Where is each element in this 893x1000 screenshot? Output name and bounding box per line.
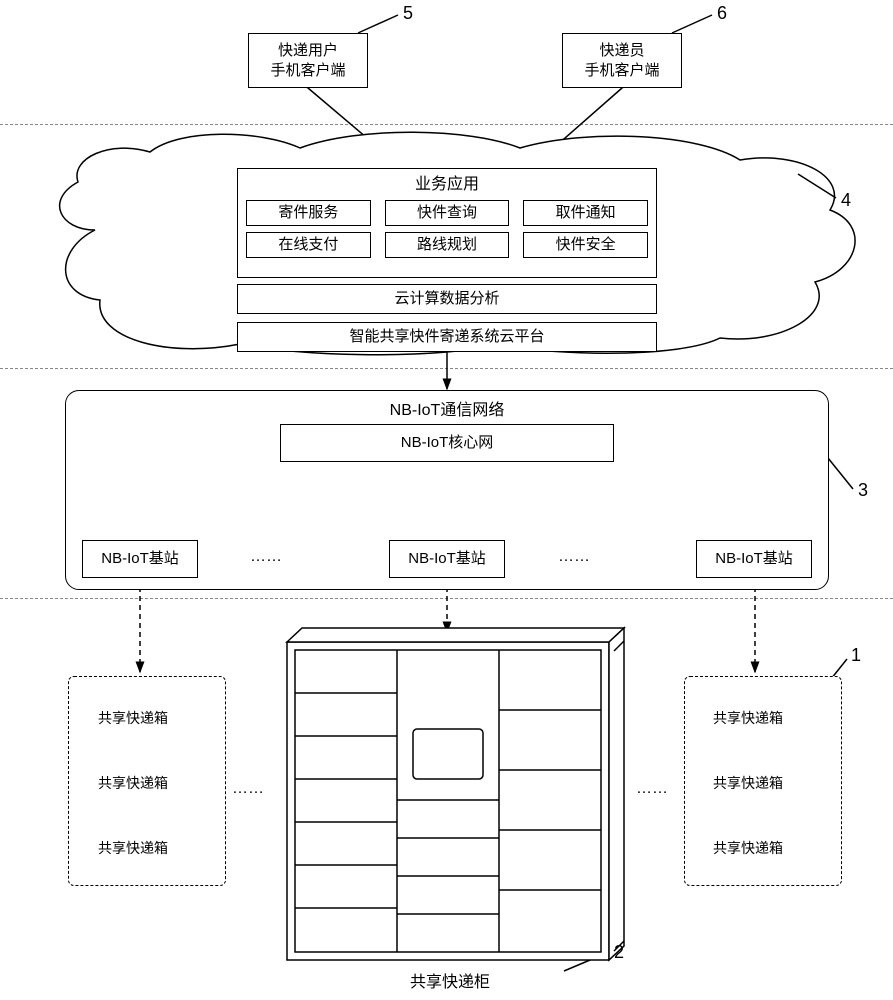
service-pay: 在线支付 — [246, 232, 371, 258]
shared-box-l1: 共享快递箱 — [98, 708, 168, 728]
label-6: 6 — [717, 3, 727, 24]
base-station-left: NB-IoT基站 — [82, 540, 198, 578]
courier-client-box: 快递员 手机客户端 — [562, 33, 682, 88]
label-1: 1 — [851, 645, 861, 666]
label-2: 2 — [614, 942, 624, 963]
ellipsis-term-left: …… — [232, 780, 264, 798]
label-5: 5 — [403, 3, 413, 24]
platform-box: 智能共享快件寄递系统云平台 — [237, 322, 657, 352]
shared-locker-label: 共享快递柜 — [410, 968, 490, 992]
service-security: 快件安全 — [523, 232, 648, 258]
ellipsis-term-right: …… — [636, 780, 668, 798]
base-station-mid: NB-IoT基站 — [389, 540, 505, 578]
label-4: 4 — [841, 190, 851, 211]
shared-box-r1: 共享快递箱 — [713, 708, 783, 728]
app-services-box: 业务应用 寄件服务 快件查询 取件通知 在线支付 路线规划 快件安全 — [237, 168, 657, 278]
user-client-box: 快递用户 手机客户端 — [248, 33, 368, 88]
user-client-line2: 手机客户端 — [270, 61, 345, 81]
core-net-box: NB-IoT核心网 — [280, 424, 614, 462]
shared-box-r3: 共享快递箱 — [713, 838, 783, 858]
service-send: 寄件服务 — [246, 200, 371, 226]
courier-client-line2: 手机客户端 — [584, 61, 659, 81]
diagram-canvas: 快递用户 手机客户端 快递员 手机客户端 5 6 4 业务应用 寄件服务 快件查… — [0, 0, 893, 1000]
shared-box-l2: 共享快递箱 — [98, 773, 168, 793]
ellipsis-net-2: …… — [558, 548, 590, 566]
divider-3 — [0, 598, 893, 599]
app-services-title: 业务应用 — [246, 175, 648, 196]
base-station-right: NB-IoT基站 — [696, 540, 812, 578]
network-title: NB-IoT通信网络 — [380, 396, 514, 420]
shared-box-r2: 共享快递箱 — [713, 773, 783, 793]
service-notify: 取件通知 — [523, 200, 648, 226]
ellipsis-net-1: …… — [250, 548, 282, 566]
courier-client-line1: 快递员 — [584, 41, 659, 61]
divider-1 — [0, 124, 893, 125]
user-client-line1: 快递用户 — [270, 41, 345, 61]
divider-2 — [0, 368, 893, 369]
service-query: 快件查询 — [385, 200, 510, 226]
shared-box-l3: 共享快递箱 — [98, 838, 168, 858]
label-3: 3 — [858, 480, 868, 501]
analytics-box: 云计算数据分析 — [237, 284, 657, 314]
service-route: 路线规划 — [385, 232, 510, 258]
